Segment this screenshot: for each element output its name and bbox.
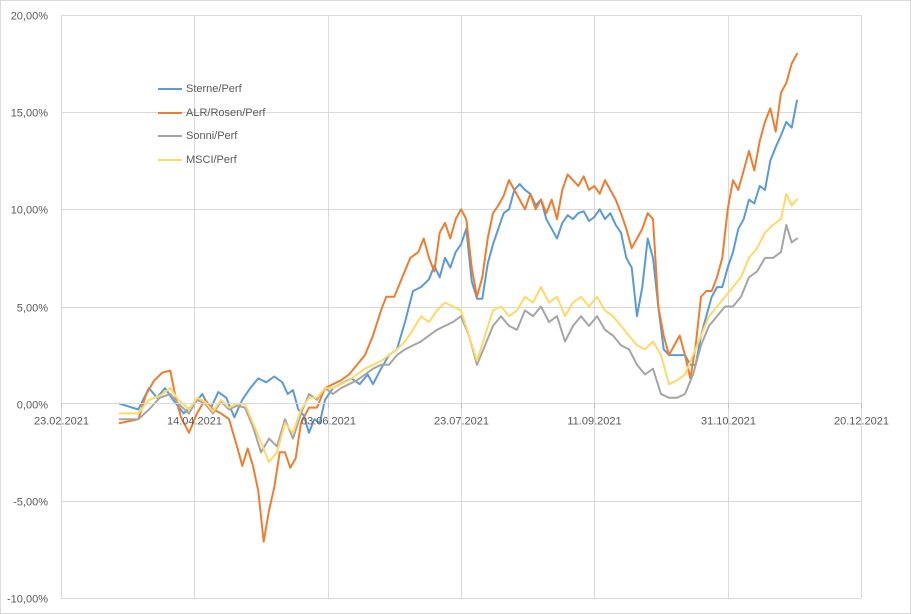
series-line-1 <box>118 99 798 434</box>
x-tick-label: 11.09.2021 <box>567 416 621 428</box>
legend-swatch <box>158 88 182 90</box>
gridlines <box>61 15 862 599</box>
x-axis: 23.02.2021 14.04.2021 03.06.2021 23.07.2021… <box>34 403 889 428</box>
legend-swatch <box>158 158 182 161</box>
series-lines <box>118 52 798 543</box>
legend-swatch <box>158 135 182 137</box>
legend-swatch <box>158 111 182 114</box>
y-tick-label: 5,00% <box>17 303 48 315</box>
y-tick-label: 15,00% <box>11 108 49 120</box>
x-tick-label: 03.06.2021 <box>301 416 356 428</box>
series-line-2 <box>118 52 798 543</box>
x-tick-label: 20.12.2021 <box>834 416 889 428</box>
legend-label: ALR/Rosen/Perf <box>186 106 266 119</box>
y-axis-labels: 20,00% 15,00% 10,00% 5,00% 0,00% -5,00% -10,00… <box>7 11 48 606</box>
y-tick-label: -10,00% <box>7 594 48 606</box>
series-line-4 <box>118 192 798 463</box>
y-tick-label: 20,00% <box>11 11 49 23</box>
x-tick-label: 23.07.2021 <box>434 416 489 428</box>
x-tick-label: 31.10.2021 <box>701 416 756 428</box>
x-tick-label: 14.04.2021 <box>167 416 222 428</box>
y-tick-label: -5,00% <box>13 497 48 509</box>
x-tick-label: 23.02.2021 <box>34 416 89 428</box>
legend-label: Sterne/Perf <box>186 83 242 95</box>
legend-label: Sonni/Perf <box>186 130 238 142</box>
legend-label: MSCI/Perf <box>186 153 237 166</box>
y-tick-label: 0,00% <box>17 400 48 412</box>
y-tick-label: 10,00% <box>11 205 49 217</box>
